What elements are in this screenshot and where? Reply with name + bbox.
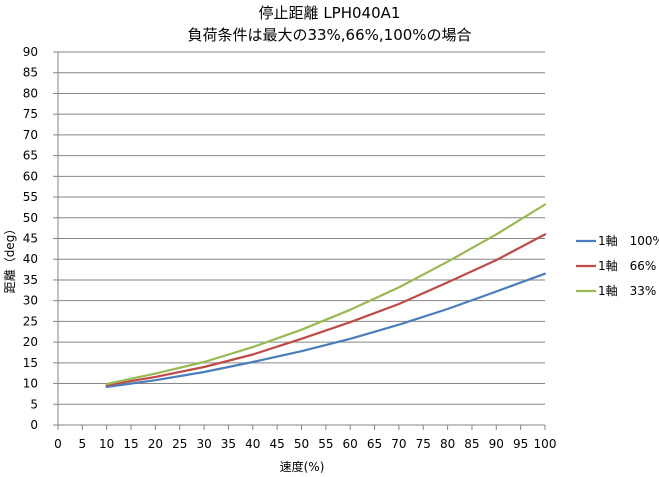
y-tick-label: 80 [23,86,38,100]
y-tick-label: 0 [30,418,38,432]
y-tick-label: 65 [23,149,38,163]
axes [53,51,546,430]
legend-label: 1軸 100% [598,234,659,248]
y-tick-label: 60 [23,169,38,183]
series-line-3 [105,203,547,386]
y-tick-label: 25 [23,314,38,328]
y-tick-label: 10 [23,377,38,391]
x-tick-label: 15 [123,437,138,451]
chart-subtitle: 負荷条件は最大の33%,66%,100%の場合 [187,26,472,44]
y-tick-label: 55 [23,190,38,204]
x-tick-label: 95 [513,437,528,451]
x-tick-label: 25 [172,437,187,451]
x-tick-label: 5 [79,437,87,451]
chart-title: 停止距離 LPH040A1 [258,4,401,22]
y-tick-label: 50 [23,211,38,225]
y-tick-label: 90 [23,45,38,59]
y-tick-label: 15 [23,356,38,370]
y-tick-label: 5 [30,397,38,411]
x-tick-label: 85 [464,437,479,451]
x-tick-label: 40 [245,437,260,451]
x-tick-labels: 0 5 10 15 20 25 30 35 40 45 50 55 60 65 70 75 80 85 90 95 10… [54,437,556,451]
gridlines [58,51,545,405]
x-tick-label: 100 [534,437,557,451]
series-lines [105,203,547,388]
x-tick-label: 30 [196,437,211,451]
x-tick-label: 50 [294,437,309,451]
series-line-1 [105,272,547,388]
x-tick-label: 80 [440,437,455,451]
x-axis-label: 速度(%) [280,459,325,474]
legend: 1軸 100% 1軸 66% 1軸 33% [576,234,659,298]
x-tick-label: 70 [391,437,406,451]
legend-label: 1軸 66% [598,259,656,273]
y-tick-label: 45 [23,232,38,246]
y-tick-label: 70 [23,128,38,142]
x-tick-label: 75 [416,437,431,451]
x-tick-label: 65 [367,437,382,451]
x-tick-label: 10 [99,437,114,451]
x-tick-label: 45 [270,437,285,451]
y-axis-label: 距離（deg） [3,223,17,294]
series-line-2 [105,233,547,387]
x-tick-label: 0 [54,437,62,451]
y-tick-label: 30 [23,294,38,308]
x-tick-label: 60 [343,437,358,451]
y-tick-label: 85 [23,66,38,80]
y-tick-label: 40 [23,252,38,266]
x-tick-label: 90 [489,437,504,451]
y-tick-label: 20 [23,335,38,349]
y-tick-labels: 0 5 10 15 20 25 30 35 40 45 50 55 60 65 70 75 80 85 90 [23,45,38,432]
y-tick-label: 35 [23,273,38,287]
x-tick-label: 55 [318,437,333,451]
x-tick-label: 20 [148,437,163,451]
y-tick-label: 75 [23,107,38,121]
x-tick-label: 35 [221,437,236,451]
legend-label: 1軸 33% [598,284,656,298]
